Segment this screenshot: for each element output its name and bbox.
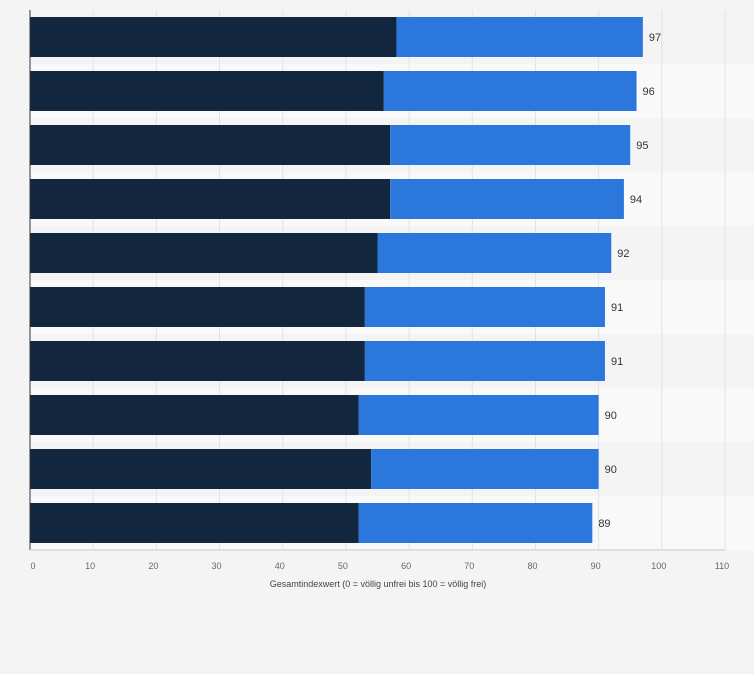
bar-segment-blue [364,287,605,327]
bar-total-label: 91 [611,302,623,314]
bar-total-label: 96 [643,86,655,98]
bar-segment-blue [390,125,631,165]
bar-segment-dark [30,287,365,327]
bar-total-label: 90 [605,410,617,422]
bar-segment-blue [377,233,612,273]
x-tick-label: 10 [85,561,95,571]
x-tick-label: 110 [715,561,729,571]
x-tick-labels: 0 10 20 30 40 50 60 70 80 90 100 110 [30,561,729,571]
x-axis-title: Gesamtindexwert (0 = völlig unfrei bis 1… [270,579,487,589]
bar-segment-dark [30,179,391,219]
x-tick-label: 100 [651,561,666,571]
bar-segment-blue [371,449,599,489]
x-tick-label: 30 [212,561,222,571]
bar-total-label: 94 [630,194,642,206]
bar-segment-blue [383,71,637,111]
bar-total-label: 89 [598,518,610,530]
bar-segment-blue [364,341,605,381]
x-tick-label: 70 [464,561,474,571]
total-value-labels: 97 96 95 94 92 91 91 90 90 89 [598,32,661,530]
bar-segment-blue [390,179,624,219]
bar-segment-blue [358,395,599,435]
bar-segment-dark [30,395,359,435]
bar-segment-blue [358,503,593,543]
axes [29,10,725,551]
bar-total-label: 92 [617,248,629,260]
bar-total-label: 90 [605,464,617,476]
bar-segment-dark [30,341,365,381]
x-tick-label: 90 [591,561,601,571]
x-tick-label: 20 [148,561,158,571]
bar-marks [30,17,643,543]
bar-segment-blue [396,17,643,57]
bar-segment-dark [30,17,397,57]
bar-segment-dark [30,71,384,111]
bar-total-label: 97 [649,32,661,44]
bar-total-label: 91 [611,356,623,368]
bar-segment-dark [30,503,359,543]
x-tick-label: 40 [275,561,285,571]
bar-segment-dark [30,449,372,489]
x-tick-label: 60 [401,561,411,571]
x-tick-label: 50 [338,561,348,571]
x-tick-label: 80 [527,561,537,571]
bar-segment-dark [30,233,378,273]
bar-total-label: 95 [636,140,648,152]
bar-segment-dark [30,125,391,165]
x-tick-label: 0 [30,561,35,571]
